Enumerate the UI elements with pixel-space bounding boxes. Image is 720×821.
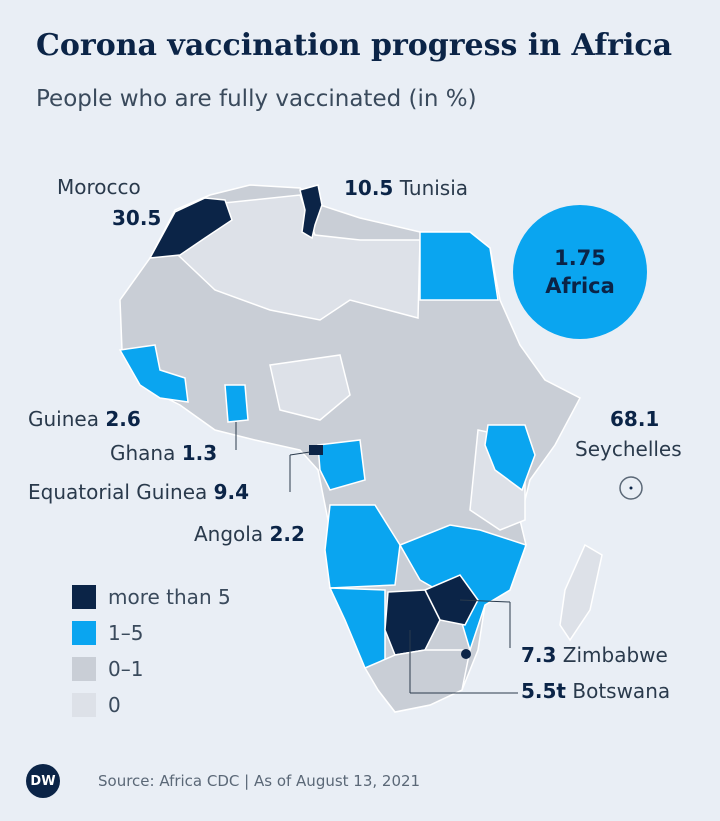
eq-guinea-leader-h <box>289 451 311 456</box>
legend-label: 1–5 <box>108 621 144 645</box>
legend-item-1-5: 1–5 <box>72 615 231 651</box>
kenya-shape <box>484 424 536 492</box>
angola-shape <box>324 504 401 589</box>
legend: more than 5 1–5 0–1 0 <box>72 579 231 723</box>
chart-subtitle: People who are fully vaccinated (in %) <box>36 86 477 112</box>
guinea-region-shape <box>118 344 189 403</box>
botswana-name: Botswana <box>572 679 671 703</box>
zimbabwe-value: 7.3 <box>521 643 557 667</box>
eq-guinea-label: Equatorial Guinea 9.4 <box>28 480 249 504</box>
botswana-value: 5.5t <box>521 679 566 703</box>
legend-swatch <box>72 621 96 645</box>
zero-region-central <box>269 354 351 421</box>
source-text: Source: Africa CDC | As of August 13, 20… <box>98 772 421 790</box>
seychelles-value: 68.1 <box>610 407 659 431</box>
namibia-shape <box>328 587 386 671</box>
dw-logo[interactable]: DW <box>26 764 60 798</box>
ghana-shape <box>224 384 249 423</box>
zimbabwe-leader-h <box>459 599 511 603</box>
chart-title: Corona vaccination progress in Africa <box>36 28 673 63</box>
morocco-value: 30.5 <box>112 206 161 230</box>
guinea-name: Guinea <box>28 407 99 431</box>
seychelles-value-text: 68.1 <box>610 407 660 431</box>
ghana-value: 1.3 <box>181 441 218 465</box>
ghana-name: Ghana <box>110 441 176 465</box>
legend-label: 0 <box>108 693 121 717</box>
seychelles-name: Seychelles <box>575 437 682 461</box>
congo-region-shape <box>317 439 366 491</box>
eq-guinea-name: Equatorial Guinea <box>28 480 208 504</box>
tunisia-shape <box>299 184 323 240</box>
legend-item-0: 0 <box>72 687 231 723</box>
legend-swatch <box>72 585 96 609</box>
morocco-shape <box>148 197 233 259</box>
africa-bubble: 1.75 Africa <box>513 205 647 339</box>
guinea-value: 2.6 <box>105 407 141 431</box>
legend-item-0-1: 0–1 <box>72 651 231 687</box>
footer: DW Source: Africa CDC | As of August 13,… <box>26 764 420 798</box>
eswatini-shape <box>461 649 471 659</box>
legend-item-more-than-5: more than 5 <box>72 579 231 615</box>
zero-region-north <box>177 194 421 321</box>
seychelles-marker <box>619 476 643 500</box>
madagascar-shape <box>559 543 603 642</box>
africa-label: Africa <box>545 274 615 298</box>
angola-name: Angola <box>194 522 264 546</box>
zimbabwe-label: 7.3 Zimbabwe <box>521 643 668 667</box>
zimbabwe-name: Zimbabwe <box>562 643 668 667</box>
seychelles-dot <box>629 486 633 490</box>
tunisia-value: 10.5 <box>344 176 394 200</box>
morocco-value-text: 30.5 <box>112 206 162 230</box>
eq-guinea-value: 9.4 <box>213 480 250 504</box>
egypt-shape <box>419 231 499 301</box>
south-africa-shape <box>363 649 471 713</box>
legend-swatch <box>72 693 96 717</box>
ghana-label: Ghana 1.3 <box>110 441 217 465</box>
guinea-label: Guinea 2.6 <box>28 407 141 431</box>
equatorial-guinea-shape <box>309 445 323 455</box>
legend-label: 0–1 <box>108 657 144 681</box>
morocco-name: Morocco <box>57 175 141 199</box>
tunisia-name: Tunisia <box>399 176 469 200</box>
africa-value: 1.75 <box>554 246 606 270</box>
angola-label: Angola 2.2 <box>194 522 305 546</box>
botswana-label: 5.5t Botswana <box>521 679 670 703</box>
legend-swatch <box>72 657 96 681</box>
legend-label: more than 5 <box>108 585 231 609</box>
angola-value: 2.2 <box>269 522 305 546</box>
tunisia-label: 10.5 Tunisia <box>344 176 468 200</box>
